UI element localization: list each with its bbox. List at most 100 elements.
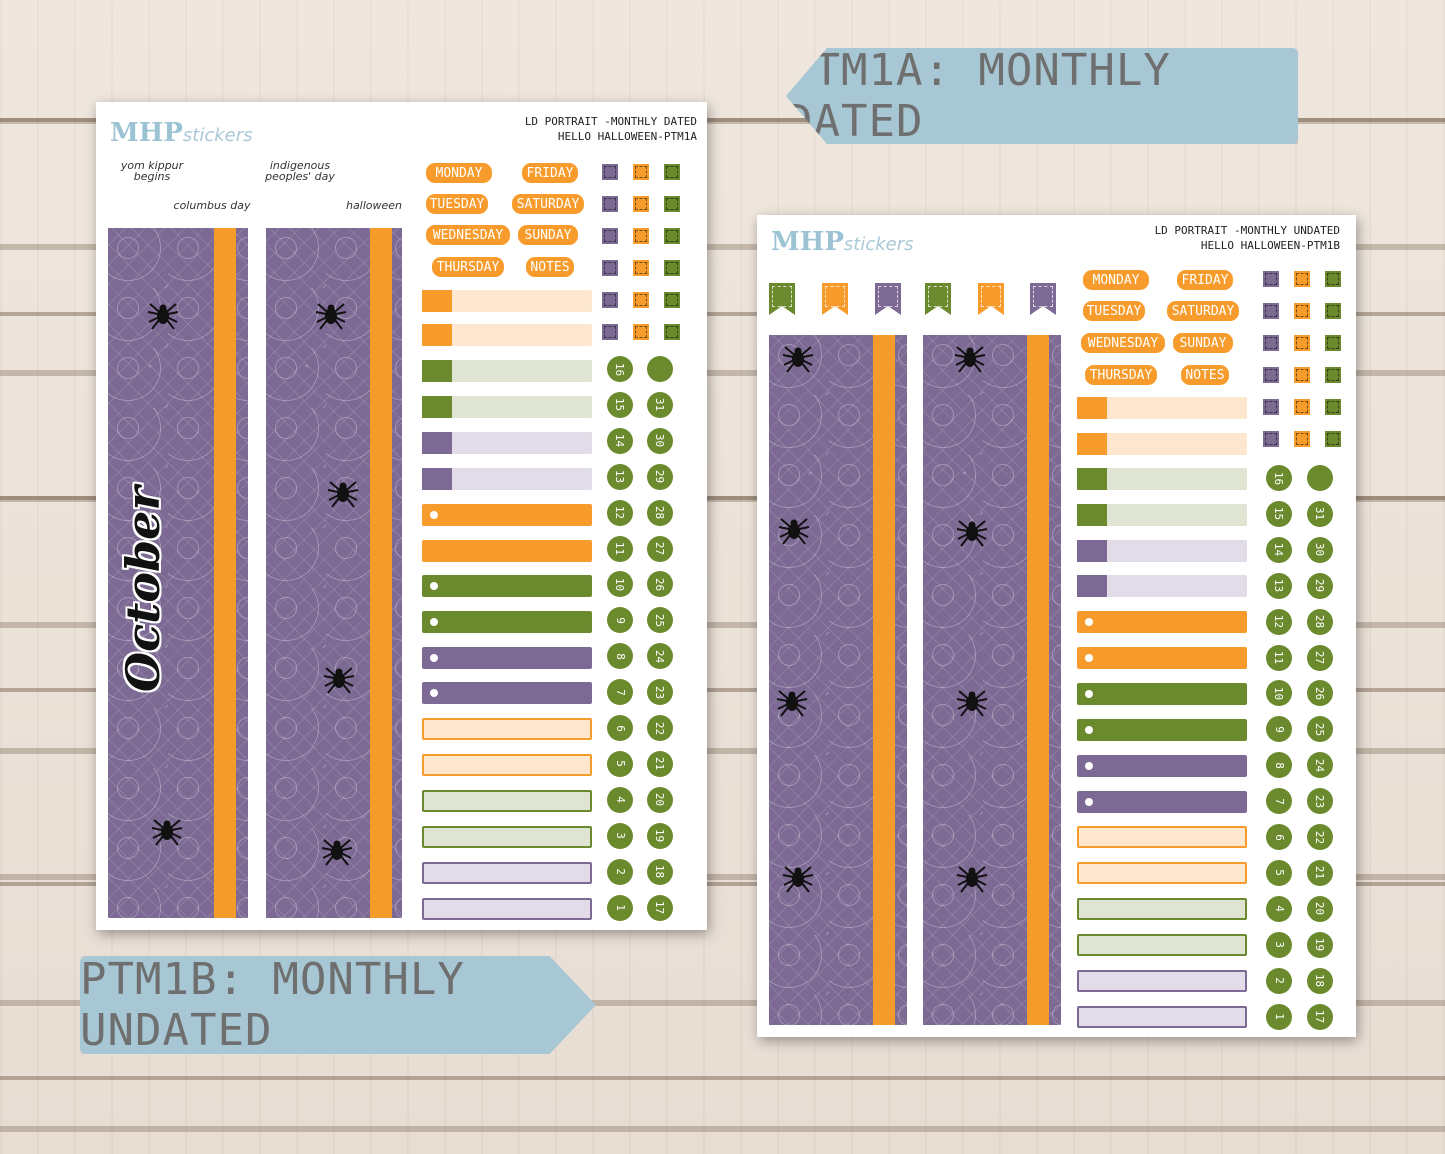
- date-circle: 2: [1266, 967, 1292, 994]
- date-circle: 6: [607, 715, 633, 741]
- date-circle: 24: [1307, 752, 1333, 779]
- date-circle: 29: [1307, 572, 1333, 599]
- box-bar-sticker: [422, 754, 592, 776]
- date-circle: 11: [607, 535, 633, 562]
- sheet-header: LD PORTRAIT -MONTHLY DATED HELLO HALLOWE…: [524, 115, 697, 143]
- flag-sticker: [769, 283, 795, 315]
- square-sticker: [1325, 303, 1341, 319]
- day-pill: SATURDAY: [1167, 301, 1239, 321]
- date-circle: 7: [1266, 788, 1292, 815]
- date-circle: 30: [1307, 536, 1333, 563]
- date-circle: 1: [607, 894, 633, 921]
- square-sticker: [1263, 367, 1279, 383]
- date-circle: 6: [1266, 824, 1292, 850]
- square-sticker: [633, 292, 649, 308]
- date-circle: 8: [1266, 752, 1292, 779]
- orange-stripe: [1027, 335, 1049, 1025]
- date-circle: 30: [647, 427, 673, 454]
- label-bar-sticker: [422, 504, 592, 526]
- date-circle: 4: [607, 786, 633, 813]
- spider-icon: [327, 481, 359, 508]
- wood-seam: [0, 312, 1445, 316]
- label-bar-sticker: [1077, 647, 1247, 669]
- date-circle: 19: [647, 822, 673, 849]
- square-sticker: [1294, 271, 1310, 287]
- holiday-label: halloween: [345, 199, 403, 212]
- date-circle: 31: [647, 391, 673, 418]
- square-sticker: [633, 260, 649, 276]
- date-circle: 18: [647, 858, 673, 885]
- header-bar-sticker: [1077, 540, 1247, 562]
- date-circle: 11: [1266, 644, 1292, 671]
- header-bar-sticker: [1077, 504, 1247, 526]
- spider-icon: [782, 346, 814, 373]
- square-sticker: [633, 164, 649, 180]
- square-sticker: [664, 196, 680, 212]
- wood-seam: [0, 496, 1445, 500]
- square-sticker: [1263, 303, 1279, 319]
- label-bar-sticker: [1077, 791, 1247, 813]
- label-bar-sticker: [422, 611, 592, 633]
- header-bar-sticker: [422, 468, 592, 490]
- date-circle: 5: [607, 750, 633, 777]
- box-bar-sticker: [1077, 934, 1247, 956]
- date-circle: 12: [1266, 608, 1292, 635]
- square-sticker: [602, 324, 618, 340]
- sticker-sheet-dated: MHPstickers LD PORTRAIT -MONTHLY DATED H…: [96, 102, 707, 930]
- blank-circle: [647, 356, 673, 382]
- square-sticker: [1263, 431, 1279, 447]
- header-bar-sticker: [422, 432, 592, 454]
- square-sticker: [1325, 271, 1341, 287]
- square-sticker: [633, 228, 649, 244]
- square-sticker: [633, 196, 649, 212]
- spider-icon: [782, 866, 814, 893]
- day-pill: NOTES: [526, 257, 574, 277]
- wood-seam: [0, 688, 1445, 692]
- day-pill: FRIDAY: [522, 163, 578, 183]
- spider-icon: [151, 819, 183, 846]
- box-bar-sticker: [1077, 898, 1247, 920]
- date-circle: 29: [647, 463, 673, 490]
- day-pill: WEDNESDAY: [1081, 333, 1165, 353]
- square-sticker: [664, 260, 680, 276]
- date-circle: 13: [607, 463, 633, 490]
- box-bar-sticker: [1077, 970, 1247, 992]
- date-circle: 17: [647, 894, 673, 921]
- date-circle: 23: [647, 679, 673, 706]
- label-bar-sticker: [422, 647, 592, 669]
- header-bar-sticker: [1077, 397, 1247, 419]
- blank-circle: [1307, 465, 1333, 491]
- date-circle: 9: [607, 607, 633, 634]
- date-circle: 20: [1307, 895, 1333, 922]
- date-circle: 27: [1307, 644, 1333, 671]
- sticker-sheet-undated: MHPstickers LD PORTRAIT -MONTHLY UNDATED…: [757, 215, 1356, 1037]
- date-circle: 22: [1307, 824, 1333, 850]
- date-circle: 8: [607, 643, 633, 670]
- square-sticker: [1294, 303, 1310, 319]
- brand-logo: MHPstickers: [110, 118, 253, 148]
- date-circle: 9: [1266, 716, 1292, 743]
- holiday-label: columbus day: [173, 199, 251, 212]
- date-circle: 28: [1307, 608, 1333, 635]
- day-pill: THURSDAY: [432, 257, 504, 277]
- date-circle: 3: [1266, 931, 1292, 958]
- date-circle: 22: [647, 715, 673, 741]
- label-bar-sticker: [422, 682, 592, 704]
- spider-icon: [956, 866, 988, 893]
- square-sticker: [1263, 271, 1279, 287]
- square-sticker: [1263, 335, 1279, 351]
- day-pill: MONDAY: [426, 163, 492, 183]
- header-bar-sticker: [422, 290, 592, 312]
- orange-stripe: [214, 228, 236, 918]
- day-pill: TUESDAY: [1083, 301, 1145, 321]
- header-bar-sticker: [1077, 575, 1247, 597]
- box-bar-sticker: [422, 898, 592, 920]
- label-bar-sticker: [422, 540, 592, 562]
- box-bar-sticker: [422, 862, 592, 884]
- date-circle: 5: [1266, 859, 1292, 886]
- square-sticker: [664, 228, 680, 244]
- date-circle: 13: [1266, 572, 1292, 599]
- square-sticker: [664, 292, 680, 308]
- date-circle: 24: [647, 643, 673, 670]
- flag-sticker: [1030, 283, 1056, 315]
